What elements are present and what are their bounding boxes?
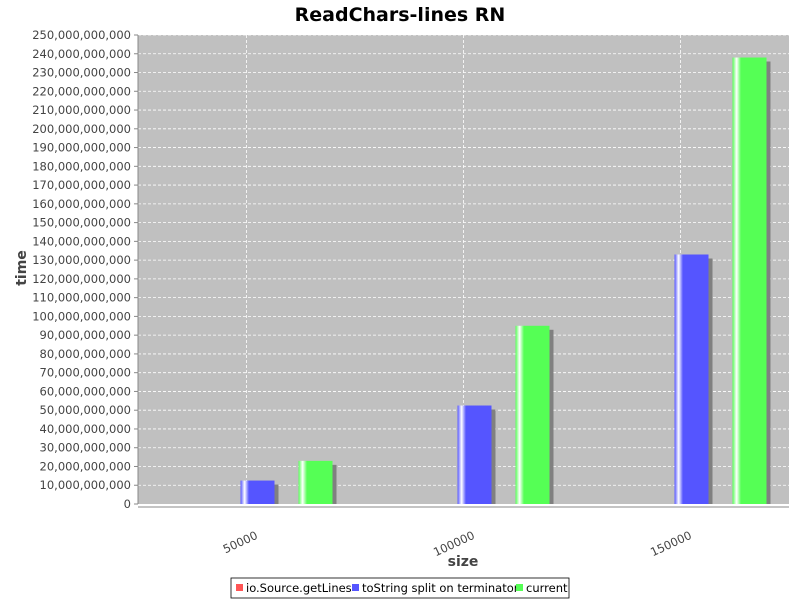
y-tick-label: 210,000,000,000 <box>32 103 131 117</box>
axes <box>134 34 789 508</box>
y-tick-label: 20,000,000,000 <box>40 459 131 473</box>
x-tick-label: 150000 <box>648 528 694 559</box>
y-tick-label: 50,000,000,000 <box>40 403 131 417</box>
y-tick-labels: 0 10,000,000,000 20,000,000,000 30,000,000,… <box>32 28 131 511</box>
legend: io.Source.getLines toString split on term… <box>230 577 570 599</box>
y-tick-label: 10,000,000,000 <box>40 478 131 492</box>
y-tick-label: 250,000,000,000 <box>32 28 131 42</box>
y-tick-label: 60,000,000,000 <box>40 384 131 398</box>
bars <box>240 57 771 505</box>
y-tick-label: 190,000,000,000 <box>32 141 131 155</box>
y-tick-label: 150,000,000,000 <box>32 216 131 230</box>
y-tick-label: 130,000,000,000 <box>32 253 131 267</box>
y-tick-label: 40,000,000,000 <box>40 422 131 436</box>
y-tick-label: 0 <box>124 497 131 511</box>
legend-swatch <box>516 584 523 591</box>
y-tick-label: 30,000,000,000 <box>40 441 131 455</box>
bar <box>240 480 275 504</box>
bar <box>732 57 767 505</box>
bar <box>674 254 709 504</box>
bar <box>457 405 492 504</box>
x-axis-label: size <box>448 554 479 570</box>
y-tick-label: 160,000,000,000 <box>32 197 131 211</box>
y-tick-label: 140,000,000,000 <box>32 234 131 248</box>
bar <box>298 460 333 504</box>
y-tick-label: 100,000,000,000 <box>32 309 131 323</box>
legend-entry: current <box>526 581 568 595</box>
y-tick-label: 200,000,000,000 <box>32 122 131 136</box>
y-tick-label: 80,000,000,000 <box>40 347 131 361</box>
legend-swatch <box>352 584 359 591</box>
legend-swatch <box>236 584 243 591</box>
y-axis-label: time <box>14 250 30 286</box>
y-tick-label: 220,000,000,000 <box>32 84 131 98</box>
y-tick-label: 110,000,000,000 <box>32 291 131 305</box>
legend-box <box>230 577 570 599</box>
y-tick-label: 70,000,000,000 <box>40 366 131 380</box>
chart-title: ReadChars-lines RN <box>295 4 506 26</box>
legend-entry: toString split on terminator <box>362 581 519 595</box>
y-tick-label: 180,000,000,000 <box>32 159 131 173</box>
y-tick-label: 230,000,000,000 <box>32 66 131 80</box>
y-tick-label: 90,000,000,000 <box>40 328 131 342</box>
bar <box>515 325 550 504</box>
y-tick-label: 240,000,000,000 <box>32 47 131 61</box>
y-tick-label: 170,000,000,000 <box>32 178 131 192</box>
x-tick-label: 50000 <box>221 528 260 556</box>
y-tick-label: 120,000,000,000 <box>32 272 131 286</box>
legend-entry: io.Source.getLines <box>246 581 352 595</box>
